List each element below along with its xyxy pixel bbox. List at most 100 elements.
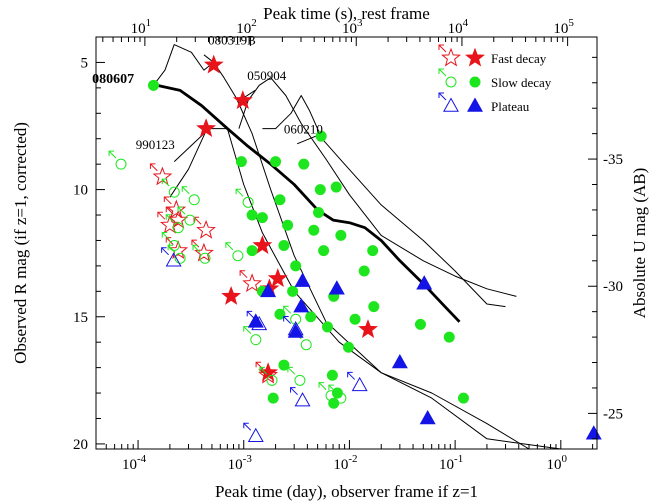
limit-arrow-head — [235, 188, 242, 195]
limit-arrow-head — [318, 382, 325, 388]
x2-tick-exp: 1 — [146, 17, 152, 29]
curve-annotations: 080607 080319B 050904 060210 990123 — [92, 33, 323, 152]
limit-arrow-head — [161, 178, 168, 185]
star-filled-point — [232, 90, 253, 110]
star-filled-point — [267, 268, 288, 288]
x-tick-base: 10 — [439, 457, 454, 473]
star-filled-point — [203, 54, 224, 74]
limit-arrow-head — [347, 371, 353, 378]
circle-filled-point — [308, 224, 320, 236]
x2-tick-base: 10 — [342, 21, 357, 37]
limit-arrow-head — [149, 163, 156, 169]
limit-arrow-head — [243, 422, 249, 429]
limit-arrow-head — [165, 237, 172, 243]
limit-arrow-head — [167, 244, 174, 251]
limit-arrow-head — [243, 326, 249, 332]
leader-line — [173, 133, 205, 162]
x-tick-exp: -2 — [348, 453, 357, 465]
triangle-open-point — [165, 252, 182, 267]
star-open-point — [159, 214, 180, 234]
limit-arrow — [161, 178, 170, 187]
limit-arrow-head — [290, 387, 296, 393]
limit-arrow — [150, 163, 158, 172]
star-filled-point — [358, 319, 378, 338]
limit-arrow-head — [163, 196, 170, 202]
limit-arrow — [290, 387, 298, 396]
triangle-open-point — [247, 427, 264, 443]
limit-arrow-head — [192, 244, 199, 251]
legend-arrow — [438, 44, 447, 53]
legend-arrow — [438, 68, 447, 77]
legend-label: Fast decay — [491, 51, 547, 66]
limit-arrow-head — [246, 310, 253, 317]
limit-arrow — [192, 244, 201, 253]
x-tick-exp: -1 — [454, 453, 463, 465]
limit-arrow — [161, 247, 169, 256]
circle-filled-point — [343, 341, 355, 353]
circle-filled-point — [278, 240, 290, 252]
limit-arrow-head — [259, 366, 265, 373]
annotation-080607: 080607 — [92, 72, 134, 87]
circle-open-point — [188, 194, 200, 206]
triangle-filled-point — [328, 280, 345, 295]
circle-open-point — [250, 334, 262, 346]
limit-arrow-head — [328, 384, 334, 391]
legend-star-open — [441, 47, 461, 67]
annotation-leaders — [173, 54, 316, 162]
annotation-080319B: 080319B — [208, 33, 256, 48]
circle-open-point — [168, 186, 180, 198]
annotation-060210: 060210 — [284, 122, 323, 137]
circle-open-point — [174, 252, 186, 264]
circle-filled-point — [367, 245, 379, 257]
x2-tick-base: 10 — [131, 21, 146, 37]
limit-arrow-head — [239, 270, 246, 276]
limit-arrow-head — [161, 247, 167, 253]
limit-arrow — [318, 382, 327, 390]
circle-filled-point — [368, 301, 380, 313]
x2-tick-label: 103 — [342, 17, 363, 37]
axis-ticks — [95, 36, 597, 449]
y2-tick-label: -30 — [603, 279, 623, 295]
x2-tick-exp: 5 — [568, 17, 574, 29]
limit-arrow — [177, 206, 186, 215]
data-points — [108, 54, 602, 443]
x-tick-exp: -4 — [137, 453, 147, 465]
star-open-point — [258, 364, 279, 384]
triangle-filled-point — [585, 425, 602, 440]
limit-arrow-head — [157, 211, 163, 218]
limit-arrow — [243, 422, 252, 431]
circle-filled-point — [235, 156, 247, 168]
circle-open-point — [184, 214, 196, 226]
circle-filled-point — [274, 308, 286, 320]
x2-tick-base: 10 — [448, 21, 463, 37]
limit-arrow — [287, 366, 296, 375]
circle-filled-point — [330, 181, 342, 193]
circle-filled-point — [326, 369, 338, 381]
x2-tick-label: 101 — [131, 17, 152, 37]
limit-arrow — [239, 270, 248, 279]
circle-filled-point — [358, 265, 370, 277]
circle-filled-point — [331, 387, 343, 399]
legend-triangle-open — [443, 97, 459, 112]
circle-filled-point — [443, 331, 455, 343]
limit-arrow-head — [283, 315, 289, 322]
curve-060210 — [262, 95, 506, 308]
circle-filled-point — [267, 392, 279, 404]
legend-circle-open — [445, 76, 457, 88]
circle-open-point — [232, 250, 244, 262]
limit-arrow — [165, 206, 174, 215]
circle-filled-point — [414, 318, 426, 330]
circle-filled-point — [246, 245, 258, 257]
limit-arrow — [259, 366, 268, 375]
star-open-point — [242, 273, 263, 293]
x2-tick-base: 10 — [236, 21, 251, 37]
limit-arrow — [165, 214, 174, 223]
x-tick-base: 10 — [122, 457, 137, 473]
curve-080319B — [153, 44, 561, 450]
limit-arrow-head — [225, 242, 231, 248]
x2-tick-label: 105 — [553, 17, 574, 37]
y-tick-label: 5 — [81, 55, 89, 71]
triangle-filled-point — [287, 323, 304, 338]
